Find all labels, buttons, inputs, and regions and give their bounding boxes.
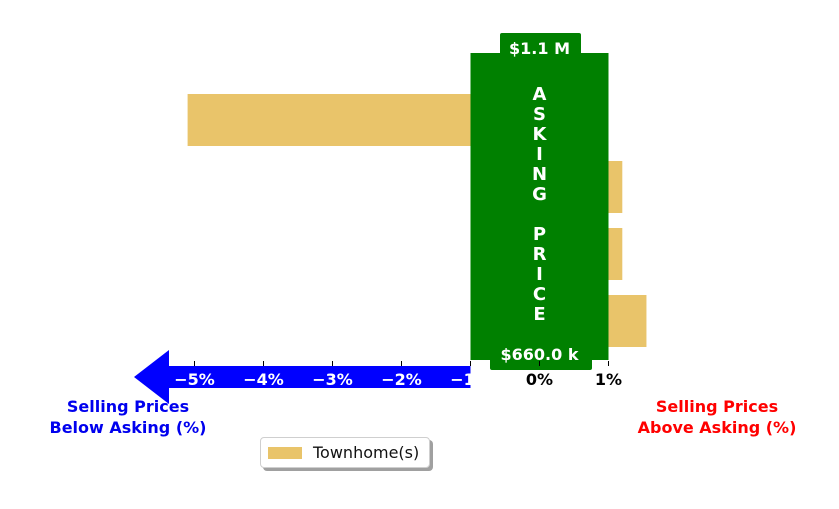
legend-swatch xyxy=(268,447,302,459)
band-top-label: $1.1 M xyxy=(509,39,570,58)
band-letter-11: E xyxy=(533,304,545,325)
tick-label-1: −4% xyxy=(243,370,284,389)
band-top-label-bg xyxy=(500,33,581,61)
above-asking-label-line1: Selling Prices xyxy=(655,397,779,416)
legend-label: Townhome(s) xyxy=(313,443,420,462)
band-letter-3: I xyxy=(536,144,543,165)
band-letter-2: K xyxy=(533,124,548,145)
band-letter-9: I xyxy=(536,264,543,285)
band-letter-8: R xyxy=(533,244,547,265)
band-letter-10: C xyxy=(533,284,546,305)
band-bottom-label-bg xyxy=(490,340,592,370)
band-letter-5: G xyxy=(532,184,547,205)
tick-label-6: 1% xyxy=(595,370,622,389)
band-letter-0: A xyxy=(533,84,547,105)
tick-label-2: −3% xyxy=(312,370,353,389)
band-letter-4: N xyxy=(532,164,547,185)
tick-label-0: −5% xyxy=(174,370,215,389)
tick-label-4: −1% xyxy=(450,370,491,389)
band-letter-1: S xyxy=(533,104,546,125)
legend: Townhome(s) xyxy=(260,437,430,468)
tick-label-5: 0% xyxy=(526,370,553,389)
below-asking-label-line1: Selling Prices xyxy=(66,397,190,416)
band-letter-7: P xyxy=(533,224,546,245)
below-asking-label-line2: Below Asking (%) xyxy=(49,418,207,437)
tick-label-3: −2% xyxy=(381,370,422,389)
below-asking-arrow xyxy=(134,350,471,404)
x-axis-ticks: −5% −4% −3% −2% −1% 0% 1% xyxy=(174,361,622,389)
above-asking-label-line2: Above Asking (%) xyxy=(637,418,797,437)
below-asking-label: Selling Prices Below Asking (%) xyxy=(28,396,228,438)
above-asking-label: Selling Prices Above Asking (%) xyxy=(617,396,817,438)
band-bottom-label: $660.0 k xyxy=(501,345,579,364)
band-rect xyxy=(470,53,609,360)
